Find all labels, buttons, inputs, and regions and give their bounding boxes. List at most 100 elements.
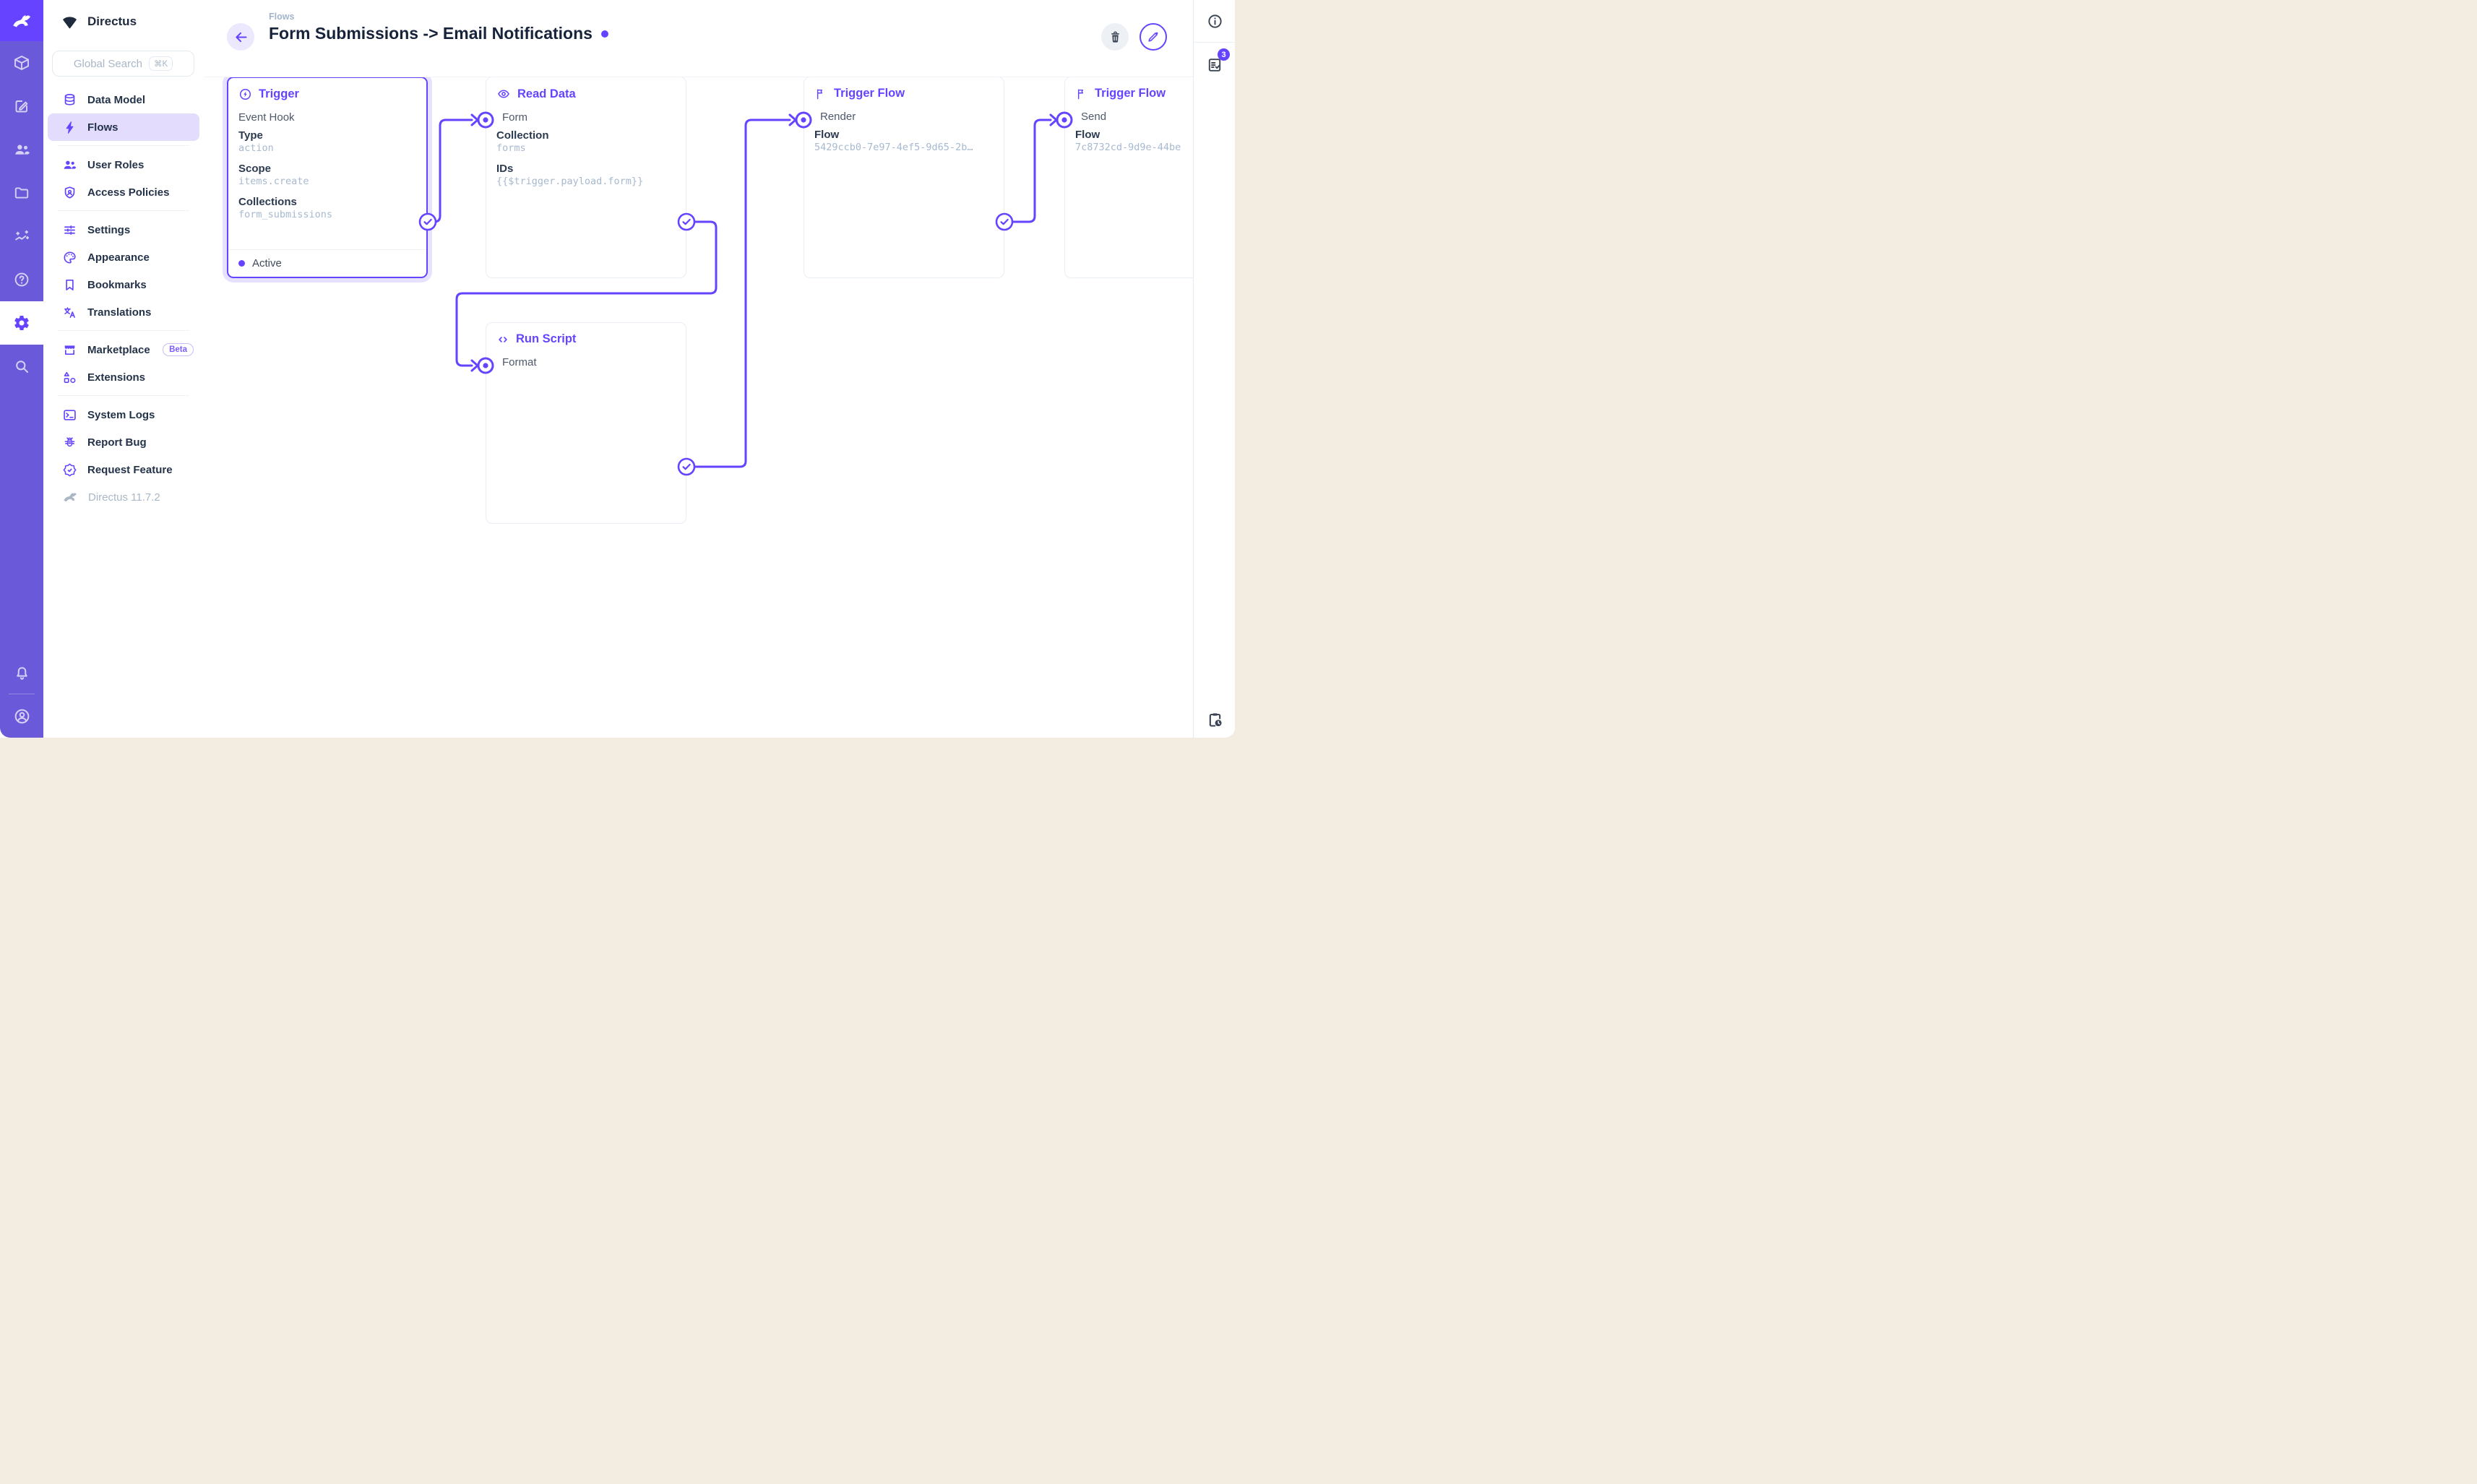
nav-divider bbox=[48, 391, 199, 401]
settings-nav: Directus Global Search ⌘K Data Model Flo… bbox=[43, 0, 204, 738]
panel-title-row: Read Data bbox=[496, 87, 676, 101]
module-users[interactable] bbox=[0, 128, 43, 171]
field-value: items.create bbox=[238, 176, 309, 187]
module-content[interactable] bbox=[0, 41, 43, 85]
field-label: Collections bbox=[238, 196, 297, 208]
rabbit-icon bbox=[64, 493, 77, 502]
logs-count-badge: 3 bbox=[1218, 48, 1230, 61]
notifications-button[interactable] bbox=[0, 652, 43, 695]
module-settings[interactable] bbox=[0, 301, 43, 345]
field-label: Collection bbox=[496, 129, 549, 142]
tune-icon bbox=[64, 225, 75, 235]
delete-flow-button[interactable] bbox=[1101, 23, 1129, 51]
page-title-row: Form Submissions -> Email Notifications bbox=[269, 24, 608, 43]
nav-item-data-model[interactable]: Data Model bbox=[48, 86, 199, 113]
flag-icon bbox=[817, 89, 823, 99]
arrowhead-icon bbox=[1049, 113, 1058, 126]
flow-panel-read-data[interactable]: Read Data Form Collection forms IDs {{$t… bbox=[486, 77, 686, 278]
search-icon bbox=[16, 361, 28, 373]
nav-item-access-policies[interactable]: Access Policies bbox=[48, 178, 199, 206]
flow-panel-run-script[interactable]: Run Script Format bbox=[486, 322, 686, 524]
panel-subtitle: Event Hook bbox=[238, 111, 295, 124]
nav-label: User Roles bbox=[87, 158, 145, 171]
help-icon bbox=[14, 272, 29, 287]
nav-label: Flows bbox=[87, 121, 119, 134]
settings-gear-icon bbox=[14, 315, 29, 331]
avatar-icon bbox=[14, 709, 29, 723]
global-search-input[interactable]: Global Search ⌘K bbox=[52, 51, 194, 77]
users-icon bbox=[14, 144, 30, 155]
flow-panel-trigger[interactable]: Trigger Event Hook Type action Scope ite… bbox=[227, 77, 428, 278]
version-row: Directus 11.7.2 bbox=[48, 483, 199, 511]
nav-divider bbox=[48, 206, 199, 216]
trash-icon bbox=[1111, 31, 1119, 43]
panel-title: Run Script bbox=[516, 332, 577, 345]
nav-item-flows[interactable]: Flows bbox=[48, 113, 199, 141]
panel-input-label: Form bbox=[502, 111, 527, 124]
panel-title-row: Trigger Flow bbox=[1075, 87, 1235, 100]
panel-title: Trigger bbox=[259, 87, 299, 100]
version-label: Directus 11.7.2 bbox=[88, 491, 160, 504]
nav-item-request-feature[interactable]: Request Feature bbox=[48, 456, 199, 483]
folder-icon bbox=[14, 187, 29, 199]
flow-panel-trigger-flow-render[interactable]: Trigger Flow Render Flow 5429ccb0-7e97-4… bbox=[804, 77, 1004, 278]
panel-title-row: Run Script bbox=[496, 332, 676, 346]
flow-runs-history-button[interactable] bbox=[1194, 711, 1235, 729]
back-button[interactable] bbox=[227, 23, 254, 51]
field-value: form_submissions bbox=[238, 209, 333, 220]
project-header[interactable]: Directus bbox=[43, 0, 204, 43]
nav-item-extensions[interactable]: Extensions bbox=[48, 363, 199, 391]
code-icon bbox=[499, 336, 507, 342]
nav-item-system-logs[interactable]: System Logs bbox=[48, 401, 199, 428]
search-shortcut-chip: ⌘K bbox=[148, 56, 173, 71]
module-editor[interactable] bbox=[0, 85, 43, 128]
panel-input-label: Render bbox=[820, 111, 856, 123]
connector-trigger-flow-render-to-send bbox=[1003, 118, 1052, 223]
rabbit-icon bbox=[13, 14, 30, 27]
nav-item-marketplace[interactable]: Marketplace Beta bbox=[48, 336, 199, 363]
nav-label: Request Feature bbox=[87, 463, 173, 476]
status-dot bbox=[238, 260, 245, 267]
module-search[interactable] bbox=[0, 345, 43, 388]
notifications-bell-icon bbox=[16, 666, 27, 680]
edit-square-icon bbox=[15, 100, 28, 113]
app-window: Directus Global Search ⌘K Data Model Flo… bbox=[0, 0, 1235, 738]
palette-icon bbox=[64, 251, 76, 264]
nav-divider bbox=[48, 326, 199, 336]
insights-icon bbox=[14, 230, 29, 240]
nav-item-appearance[interactable]: Appearance bbox=[48, 243, 199, 271]
nav-item-report-bug[interactable]: Report Bug bbox=[48, 428, 199, 456]
flow-canvas[interactable]: Trigger Event Hook Type action Scope ite… bbox=[204, 77, 1235, 738]
nav-item-settings[interactable]: Settings bbox=[48, 216, 199, 243]
panel-title: Trigger Flow bbox=[834, 87, 905, 100]
bolt-icon bbox=[66, 121, 74, 134]
nav-label: Bookmarks bbox=[87, 278, 147, 291]
module-help[interactable] bbox=[0, 258, 43, 301]
directus-logo[interactable] bbox=[0, 0, 43, 41]
module-insights[interactable] bbox=[0, 215, 43, 258]
nav-item-user-roles[interactable]: User Roles bbox=[48, 151, 199, 178]
edit-flow-button[interactable] bbox=[1140, 23, 1167, 51]
nav-item-bookmarks[interactable]: Bookmarks bbox=[48, 271, 199, 298]
module-files[interactable] bbox=[0, 171, 43, 215]
status-label: Active bbox=[252, 257, 282, 269]
field-label: Flow bbox=[814, 129, 840, 141]
sidebar-logs-button[interactable]: 3 bbox=[1194, 43, 1235, 87]
panel-input-label: Format bbox=[502, 356, 537, 368]
field-label: Flow bbox=[1075, 129, 1100, 141]
arrowhead-icon bbox=[470, 359, 479, 372]
field-value: 7c8732cd-9d9e-44be bbox=[1075, 142, 1181, 153]
breadcrumb[interactable]: Flows bbox=[269, 12, 295, 22]
nav-item-translations[interactable]: Translations bbox=[48, 298, 199, 326]
bolt-circle-icon bbox=[239, 88, 251, 100]
arrowhead-icon bbox=[788, 113, 797, 126]
terminal-icon bbox=[64, 409, 76, 420]
panel-title: Read Data bbox=[517, 87, 576, 100]
field-label: Scope bbox=[238, 163, 272, 175]
user-avatar-button[interactable] bbox=[0, 694, 43, 738]
nav-label: Translations bbox=[87, 306, 152, 319]
sidebar-info-button[interactable] bbox=[1194, 0, 1235, 43]
info-icon bbox=[1207, 14, 1222, 28]
storefront-icon bbox=[64, 345, 76, 355]
database-icon bbox=[64, 93, 75, 105]
